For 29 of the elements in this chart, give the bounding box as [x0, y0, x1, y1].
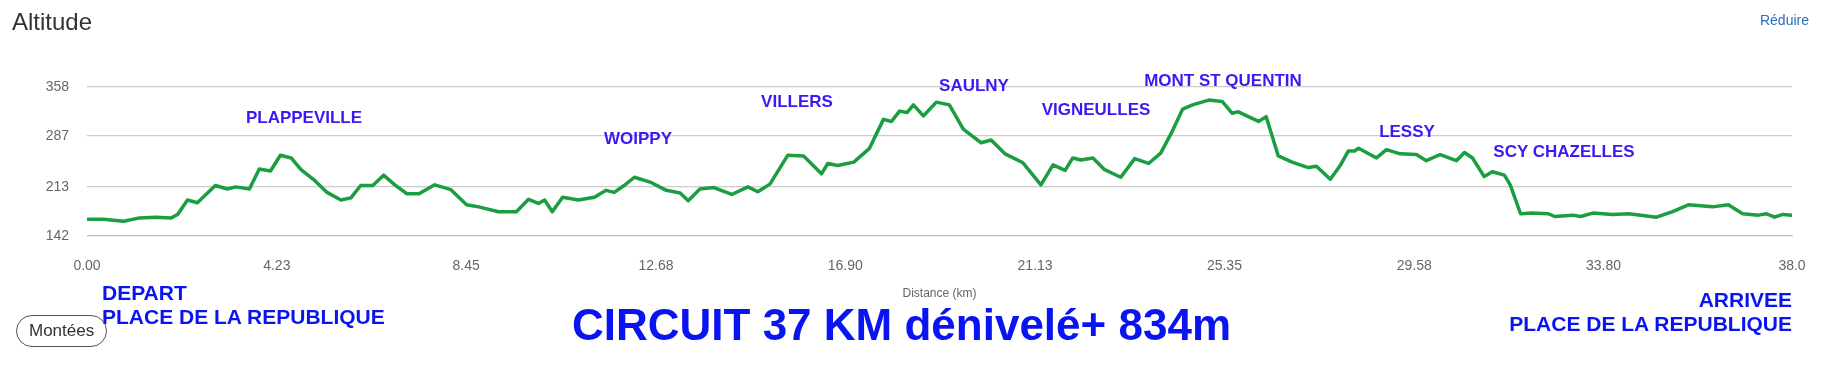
y-tick-label: 287: [45, 126, 70, 143]
annotation: LESSY: [1379, 122, 1435, 142]
annotation: SCY CHAZELLES: [1493, 142, 1635, 162]
x-tick-label: 12.68: [638, 257, 674, 274]
x-tick-label: 0.00: [73, 257, 101, 274]
x-tick-label: 8.45: [452, 257, 480, 274]
x-axis-title: Distance (km): [902, 286, 977, 301]
x-tick-label: 33.80: [1586, 257, 1622, 274]
chart-title: Altitude: [12, 8, 93, 36]
x-tick-label: 21.13: [1017, 257, 1053, 274]
x-tick-label: 25.35: [1206, 257, 1243, 274]
annotation: VILLERS: [761, 92, 833, 112]
y-tick-label: 358: [45, 77, 70, 94]
annotation: WOIPPY: [603, 129, 673, 149]
x-tick-label: 16.90: [827, 257, 863, 274]
x-tick-label: 29.58: [1396, 257, 1432, 274]
text: Montées: [29, 321, 95, 340]
text: DEPART PLACE DE LA REPUBLIQUE: [102, 281, 385, 330]
y-tick-label: 142: [45, 226, 70, 243]
x-tick-label: 38.0: [1778, 257, 1806, 274]
annotation: PLAPPEVILLE: [245, 108, 363, 128]
text: Réduire: [1759, 12, 1809, 29]
annotation: VIGNEULLES: [1041, 100, 1151, 120]
text: CIRCUIT 37 KM dénivelé+ 834m: [572, 300, 1232, 351]
x-tick-label: 4.23: [263, 257, 291, 274]
annotation: SAULNY: [939, 76, 1009, 96]
text: ARRIVEE PLACE DE LA REPUBLIQUE: [1509, 288, 1792, 337]
y-tick-label: 213: [45, 177, 70, 194]
annotation: MONT ST QUENTIN: [1144, 71, 1302, 91]
